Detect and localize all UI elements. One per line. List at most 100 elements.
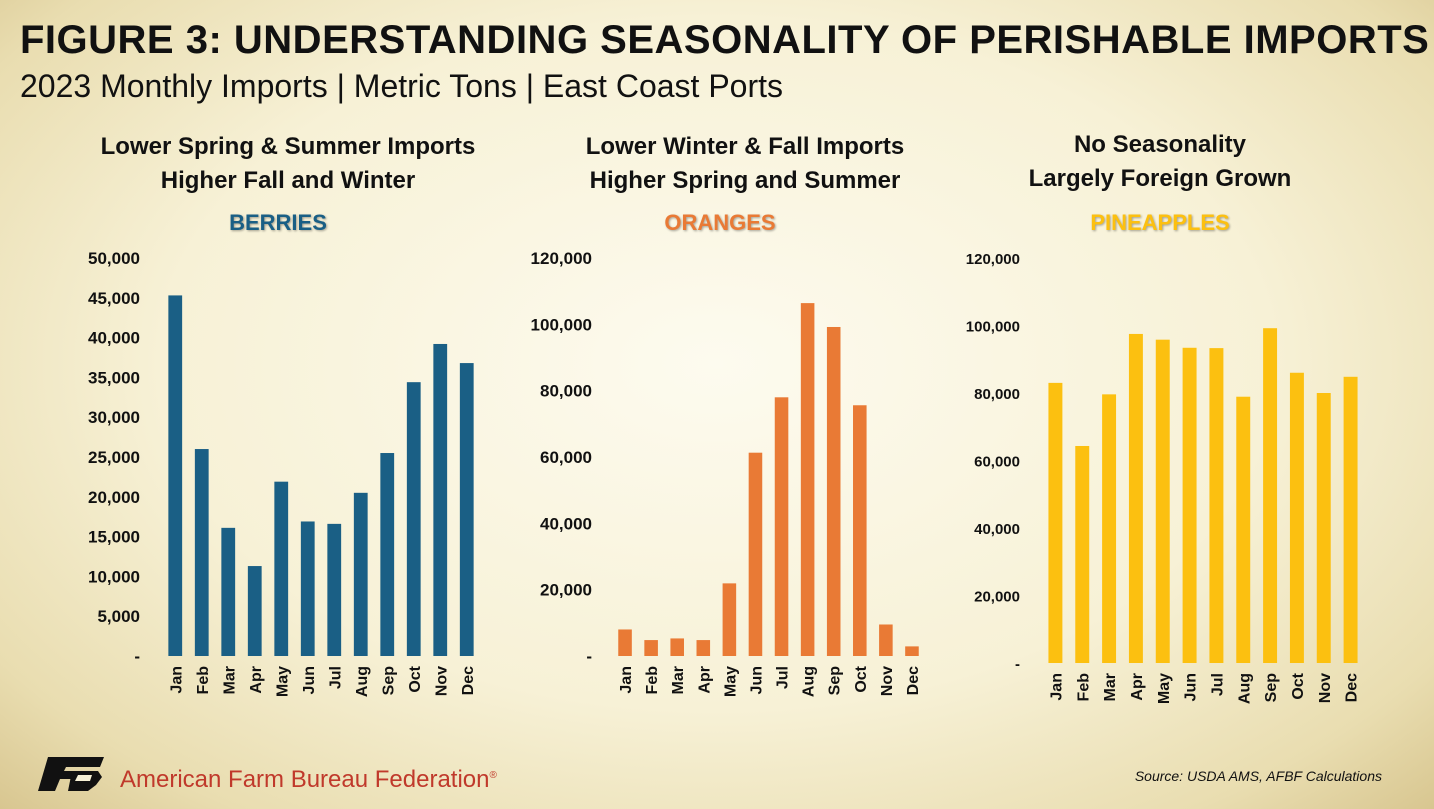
pineapples-y-tick-label: 100,000 bbox=[966, 319, 1020, 336]
pineapples-y-tick-label: 40,000 bbox=[974, 521, 1020, 538]
berries-x-tick-label: Nov bbox=[433, 666, 450, 696]
pineapples-bar-jul bbox=[1209, 348, 1224, 663]
oranges-bar-apr bbox=[696, 640, 711, 656]
pineapples-x-tick-label: Mar bbox=[1102, 673, 1119, 701]
berries-y-tick-label: 45,000 bbox=[88, 289, 140, 308]
oranges-bar-mar bbox=[670, 638, 684, 656]
pineapples-y-tick-label: - bbox=[1015, 656, 1020, 673]
berries-x-tick-label: Feb bbox=[195, 666, 212, 695]
oranges-bar-sep bbox=[826, 326, 841, 656]
pineapples-y-tick-label: 20,000 bbox=[974, 589, 1020, 606]
pineapples-bar-apr bbox=[1128, 333, 1143, 663]
pineapples-bar-feb bbox=[1075, 445, 1090, 663]
pineapples-bar-mar bbox=[1102, 394, 1117, 663]
panel-heading-line2: Largely Foreign Grown bbox=[1028, 165, 1292, 192]
oranges-x-tick-label: Oct bbox=[853, 665, 870, 692]
pineapples-bar-nov bbox=[1316, 393, 1331, 663]
oranges-x-tick-label: Jun bbox=[748, 666, 765, 694]
berries-x-tick-label: Jul bbox=[327, 666, 344, 689]
berries-y-tick-label: 10,000 bbox=[88, 567, 140, 586]
oranges-y-tick-label: 60,000 bbox=[540, 448, 592, 467]
pineapples-x-tick-label: Sep bbox=[1263, 673, 1280, 703]
berries-x-tick-label: Sep bbox=[380, 666, 397, 696]
pineapples-x-tick-label: Apr bbox=[1129, 673, 1146, 701]
oranges-x-tick-label: Dec bbox=[905, 666, 922, 695]
oranges-x-tick-label: Jan bbox=[618, 666, 635, 694]
oranges-y-tick-label: 40,000 bbox=[540, 514, 592, 533]
oranges-bar-nov bbox=[879, 624, 893, 656]
berries-bar-dec bbox=[459, 363, 474, 656]
panel-heading-line1: Lower Spring & Summer Imports bbox=[100, 133, 476, 160]
oranges-x-tick-label: Aug bbox=[801, 666, 818, 697]
pineapples-x-tick-label: Jan bbox=[1048, 673, 1065, 701]
berries-y-tick-label: 50,000 bbox=[88, 249, 140, 268]
berries-x-tick-label: Jan bbox=[168, 666, 185, 694]
pineapples-y-tick-label: 80,000 bbox=[974, 386, 1020, 403]
afbf-logo-icon bbox=[38, 757, 104, 791]
panel-heading-line1: Lower Winter & Fall Imports bbox=[585, 133, 905, 160]
series-label-oranges: ORANGES bbox=[664, 210, 776, 235]
page-title: FIGURE 3: UNDERSTANDING SEASONALITY OF P… bbox=[20, 18, 1430, 62]
berries-x-tick-label: Apr bbox=[248, 666, 265, 694]
oranges-x-tick-label: Jul bbox=[775, 666, 792, 689]
oranges-x-tick-label: Nov bbox=[879, 666, 896, 696]
pineapples-x-tick-label: May bbox=[1156, 673, 1173, 704]
oranges-y-tick-label: 20,000 bbox=[540, 581, 592, 600]
page-subtitle: 2023 Monthly Imports | Metric Tons | Eas… bbox=[20, 68, 783, 104]
oranges-bar-aug bbox=[800, 303, 815, 656]
berries-bar-aug bbox=[353, 492, 368, 656]
panel-heading-oranges: Lower Winter & Fall Imports Higher Sprin… bbox=[520, 130, 970, 198]
oranges-bar-may bbox=[722, 583, 737, 656]
pineapples-bar-dec bbox=[1343, 376, 1358, 663]
oranges-bar-jul bbox=[774, 397, 789, 656]
oranges-x-tick-label: Mar bbox=[670, 666, 687, 694]
berries-y-tick-label: 30,000 bbox=[88, 408, 140, 427]
berries-y-tick-label: 20,000 bbox=[88, 488, 140, 507]
pineapples-x-tick-label: Dec bbox=[1344, 673, 1361, 702]
oranges-y-tick-label: - bbox=[586, 647, 592, 666]
oranges-y-tick-label: 100,000 bbox=[531, 315, 592, 334]
berries-bar-feb bbox=[194, 449, 209, 656]
berries-bar-mar bbox=[221, 527, 236, 656]
pineapples-y-tick-label: 120,000 bbox=[966, 251, 1020, 268]
pineapples-bar-jan bbox=[1048, 382, 1063, 663]
panel-heading-line1: No Seasonality bbox=[1073, 131, 1247, 158]
pineapples-bar-sep bbox=[1263, 328, 1278, 663]
berries-y-tick-label: 5,000 bbox=[97, 607, 140, 626]
series-label-pineapples: PINEAPPLES bbox=[1090, 210, 1230, 235]
pineapples-bar-jun bbox=[1182, 347, 1197, 663]
pineapples-bar-may bbox=[1155, 339, 1170, 663]
berries-y-tick-label: 35,000 bbox=[88, 368, 140, 387]
berries-y-tick-label: 25,000 bbox=[88, 448, 140, 467]
org-name: American Farm Bureau Federation® bbox=[120, 766, 497, 793]
berries-x-tick-label: May bbox=[274, 666, 291, 697]
pineapples-x-tick-label: Oct bbox=[1290, 672, 1307, 699]
oranges-bar-jan bbox=[618, 629, 632, 656]
panel-heading-pineapples: No Seasonality Largely Foreign Grown bbox=[960, 128, 1360, 196]
berries-bar-oct bbox=[406, 382, 421, 656]
berries-x-tick-label: Mar bbox=[221, 666, 238, 694]
berries-bar-apr bbox=[247, 566, 262, 656]
pineapples-bar-oct bbox=[1289, 372, 1304, 663]
pineapples-bar-aug bbox=[1236, 396, 1251, 663]
berries-x-tick-label: Oct bbox=[407, 665, 424, 692]
oranges-x-tick-label: Feb bbox=[644, 666, 661, 695]
oranges-y-tick-label: 80,000 bbox=[540, 382, 592, 401]
berries-bar-sep bbox=[380, 453, 395, 656]
berries-y-tick-label: 15,000 bbox=[88, 528, 140, 547]
berries-x-tick-label: Dec bbox=[460, 666, 477, 695]
oranges-x-tick-label: May bbox=[722, 666, 739, 697]
berries-x-tick-label: Jun bbox=[301, 666, 318, 694]
berries-y-tick-label: - bbox=[134, 647, 140, 666]
oranges-x-tick-label: Apr bbox=[696, 666, 713, 694]
pineapples-x-tick-label: Aug bbox=[1236, 673, 1253, 704]
berries-bar-jan bbox=[168, 295, 183, 656]
pineapples-y-tick-label: 60,000 bbox=[974, 454, 1020, 471]
oranges-x-tick-label: Sep bbox=[827, 666, 844, 696]
oranges-y-tick-label: 120,000 bbox=[531, 249, 592, 268]
pineapples-x-tick-label: Nov bbox=[1317, 673, 1334, 703]
berries-y-tick-label: 40,000 bbox=[88, 329, 140, 348]
oranges-bar-jun bbox=[748, 452, 763, 656]
berries-bar-jul bbox=[327, 523, 342, 656]
